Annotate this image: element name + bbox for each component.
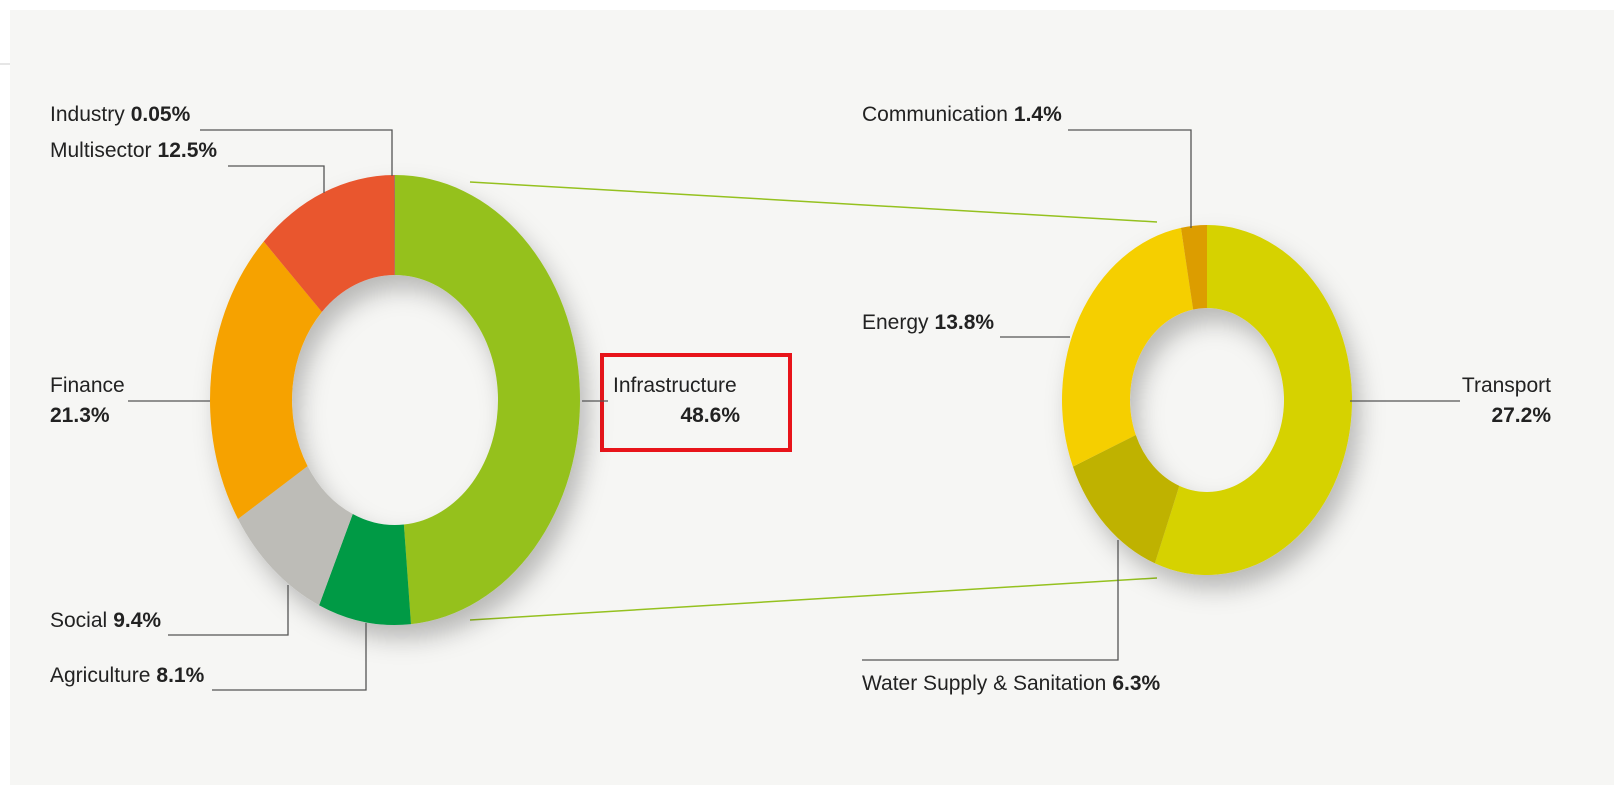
value-label: 6.3% (1112, 672, 1160, 695)
value-label: 12.5% (158, 139, 218, 162)
value-label: 8.1% (156, 664, 204, 687)
leader-line (862, 540, 1119, 661)
leader-line (228, 165, 325, 193)
category-label: Industry (50, 103, 125, 126)
value-label: 21.3% (50, 404, 110, 427)
value-label: 48.6% (680, 404, 740, 427)
connector-line (469, 577, 1158, 621)
donut-segment (319, 513, 411, 625)
donut-segment (1180, 225, 1207, 310)
category-label: Agriculture (50, 664, 150, 687)
category-label: Communication (862, 103, 1008, 126)
value-label: 13.8% (935, 311, 995, 334)
category-label: Infrastructure (613, 374, 737, 397)
donut (210, 175, 580, 625)
value-label: 1.4% (1014, 103, 1062, 126)
value-label: 0.05% (131, 103, 191, 126)
leader-line (1068, 129, 1192, 228)
category-label: Energy (862, 311, 929, 334)
donut-segment (394, 175, 395, 276)
highlight-box (600, 353, 792, 452)
category-label: Multisector (50, 139, 152, 162)
donut-segment (1062, 227, 1194, 467)
category-label: Finance (50, 374, 125, 397)
donut (1062, 225, 1352, 575)
donut-segment (1072, 435, 1180, 564)
value-label: 27.2% (1491, 404, 1551, 427)
donut-segment (237, 466, 353, 606)
donut-segment (395, 175, 580, 625)
leader-line (212, 623, 367, 691)
value-label: 9.4% (113, 609, 161, 632)
leader-line (200, 129, 393, 176)
category-label: Social (50, 609, 107, 632)
donut-segment (210, 241, 322, 519)
donut-segment (263, 175, 395, 312)
category-label: Water Supply & Sanitation (862, 672, 1106, 695)
connector-line (469, 181, 1158, 223)
category-label: Transport (1462, 374, 1551, 397)
donut-segment (1154, 225, 1352, 575)
leader-line (168, 585, 289, 636)
